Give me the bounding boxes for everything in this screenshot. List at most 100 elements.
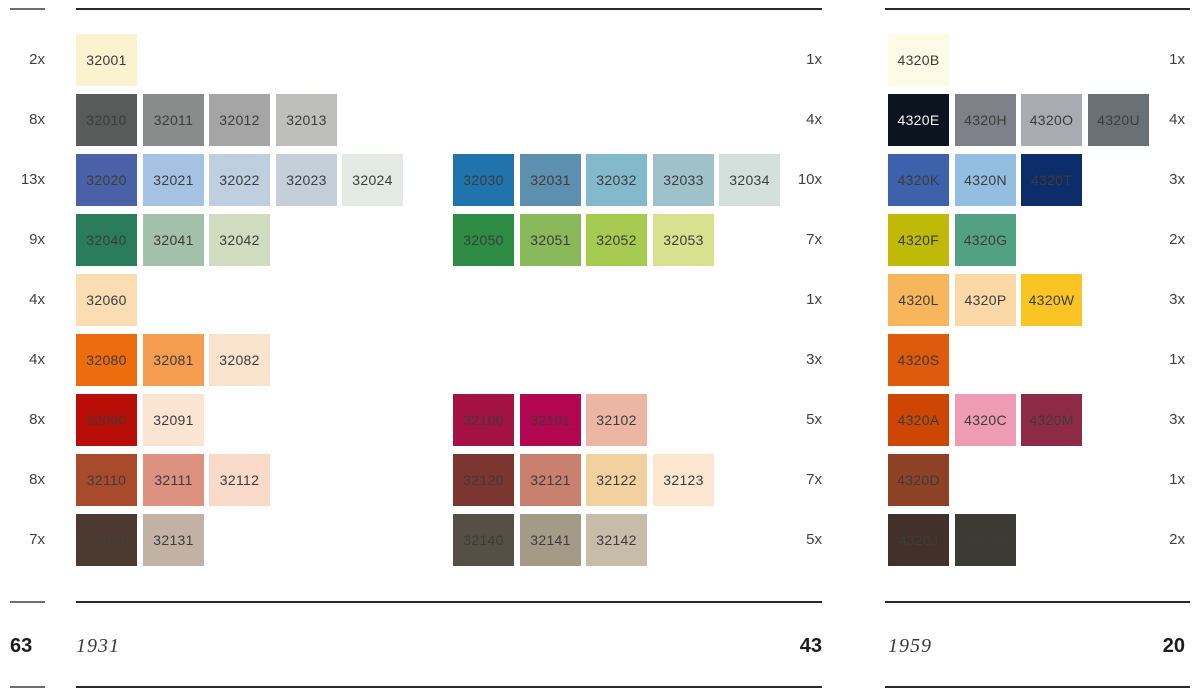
- color-swatch-4320T: 4320T: [1021, 154, 1082, 206]
- bottom-rule-margin: [10, 686, 45, 688]
- palette-1931-right-total: 43: [799, 635, 822, 657]
- color-swatch-32052: 32052: [586, 214, 647, 266]
- row-count-left-5: 4x: [29, 291, 45, 308]
- color-swatch-32010: 32010: [76, 94, 137, 146]
- color-swatch-4320O: 4320O: [1021, 94, 1082, 146]
- color-swatch-4320G: 4320G: [955, 214, 1016, 266]
- row-count-left-6: 4x: [29, 351, 45, 368]
- row-count-left-2: 8x: [29, 111, 45, 128]
- palette-1959-section: 4320B 4320E 4320H 4320O 4320U 4320K 4320N 4320T…: [885, 0, 1190, 694]
- top-rule-1931: [76, 8, 822, 10]
- top-rule-1959: [885, 8, 1190, 10]
- color-swatch-32090: 32090: [76, 394, 137, 446]
- row-count-1931-6: 3x: [806, 351, 822, 368]
- color-swatch-32121: 32121: [520, 454, 581, 506]
- color-swatch-32120: 32120: [453, 454, 514, 506]
- color-swatch-32100: 32100: [453, 394, 514, 446]
- row-count-1931-5: 1x: [806, 291, 822, 308]
- color-swatch-4320R: 4320R: [955, 514, 1016, 566]
- color-swatch-32041: 32041: [143, 214, 204, 266]
- color-swatch-4320U: 4320U: [1088, 94, 1149, 146]
- row-count-1931-3: 10x: [797, 171, 822, 188]
- color-swatch-32080: 32080: [76, 334, 137, 386]
- color-swatch-4320L: 4320L: [888, 274, 949, 326]
- row-count-1931-7: 5x: [806, 411, 822, 428]
- bottom-rule-1931: [76, 686, 822, 688]
- color-swatch-32030: 32030: [453, 154, 514, 206]
- color-swatch-4320M: 4320M: [1021, 394, 1082, 446]
- color-swatch-32023: 32023: [276, 154, 337, 206]
- bottom-rule-1959: [885, 686, 1190, 688]
- color-swatch-4320H: 4320H: [955, 94, 1016, 146]
- mid-rule-1959: [885, 601, 1190, 603]
- color-swatch-32141: 32141: [520, 514, 581, 566]
- color-swatch-32102: 32102: [586, 394, 647, 446]
- color-swatch-32013: 32013: [276, 94, 337, 146]
- color-swatch-32130: 32130: [76, 514, 137, 566]
- row-count-left-1: 2x: [29, 51, 45, 68]
- mid-rule-1931: [76, 601, 822, 603]
- mid-rule-margin: [10, 601, 45, 603]
- color-swatch-32140: 32140: [453, 514, 514, 566]
- row-count-1959-8: 1x: [1169, 471, 1185, 488]
- row-count-1959-9: 2x: [1169, 531, 1185, 548]
- color-swatch-32011: 32011: [143, 94, 204, 146]
- row-count-1959-6: 1x: [1169, 351, 1185, 368]
- row-count-left-7: 8x: [29, 411, 45, 428]
- palette-1931-left-total: 63: [10, 635, 33, 657]
- color-swatch-4320A: 4320A: [888, 394, 949, 446]
- color-swatch-32112: 32112: [209, 454, 270, 506]
- color-swatch-4320W: 4320W: [1021, 274, 1082, 326]
- color-swatch-32091: 32091: [143, 394, 204, 446]
- row-count-left-4: 9x: [29, 231, 45, 248]
- color-swatch-32020: 32020: [76, 154, 137, 206]
- row-count-1959-5: 3x: [1169, 291, 1185, 308]
- color-swatch-32051: 32051: [520, 214, 581, 266]
- palette-1931-year-label: 1931: [76, 635, 120, 657]
- color-swatch-32131: 32131: [143, 514, 204, 566]
- top-rule-margin: [10, 8, 45, 10]
- row-count-1959-4: 2x: [1169, 231, 1185, 248]
- color-swatch-32122: 32122: [586, 454, 647, 506]
- color-swatch-4320S: 4320S: [888, 334, 949, 386]
- color-swatch-32101: 32101: [520, 394, 581, 446]
- row-count-left-3: 13x: [20, 171, 45, 188]
- color-swatch-32031: 32031: [520, 154, 581, 206]
- color-swatch-32022: 32022: [209, 154, 270, 206]
- color-swatch-4320J: 4320J: [888, 514, 949, 566]
- color-swatch-32032: 32032: [586, 154, 647, 206]
- row-count-1959-3: 3x: [1169, 171, 1185, 188]
- row-count-1959-2: 4x: [1169, 111, 1185, 128]
- color-swatch-32050: 32050: [453, 214, 514, 266]
- row-count-1959-1: 1x: [1169, 51, 1185, 68]
- color-swatch-32142: 32142: [586, 514, 647, 566]
- color-swatch-32111: 32111: [143, 454, 204, 506]
- color-swatch-32081: 32081: [143, 334, 204, 386]
- color-swatch-32110: 32110: [76, 454, 137, 506]
- row-count-1931-9: 5x: [806, 531, 822, 548]
- row-count-1931-1: 1x: [806, 51, 822, 68]
- color-swatch-4320N: 4320N: [955, 154, 1016, 206]
- color-swatch-4320E: 4320E: [888, 94, 949, 146]
- color-swatch-4320C: 4320C: [955, 394, 1016, 446]
- row-count-1931-4: 7x: [806, 231, 822, 248]
- color-swatch-4320K: 4320K: [888, 154, 949, 206]
- color-swatch-32040: 32040: [76, 214, 137, 266]
- color-swatch-32034: 32034: [719, 154, 780, 206]
- color-swatch-32082: 32082: [209, 334, 270, 386]
- palette-1959-total: 20: [1162, 635, 1185, 657]
- color-swatch-32033: 32033: [653, 154, 714, 206]
- palette-1931-section: 32001 32010 32011 32012 32013 32020 32021 32022…: [76, 0, 822, 694]
- row-count-1931-2: 4x: [806, 111, 822, 128]
- color-swatch-4320P: 4320P: [955, 274, 1016, 326]
- color-swatch-4320D: 4320D: [888, 454, 949, 506]
- color-swatch-32001: 32001: [76, 34, 137, 86]
- row-count-1931-8: 7x: [806, 471, 822, 488]
- color-swatch-32042: 32042: [209, 214, 270, 266]
- color-swatch-32021: 32021: [143, 154, 204, 206]
- color-swatch-32024: 32024: [342, 154, 403, 206]
- left-margin-column: 2x 8x 13x 9x 4x 4x 8x 8x 7x 63: [10, 0, 45, 694]
- color-swatch-4320B: 4320B: [888, 34, 949, 86]
- palette-1959-year-label: 1959: [888, 635, 932, 657]
- row-count-left-9: 7x: [29, 531, 45, 548]
